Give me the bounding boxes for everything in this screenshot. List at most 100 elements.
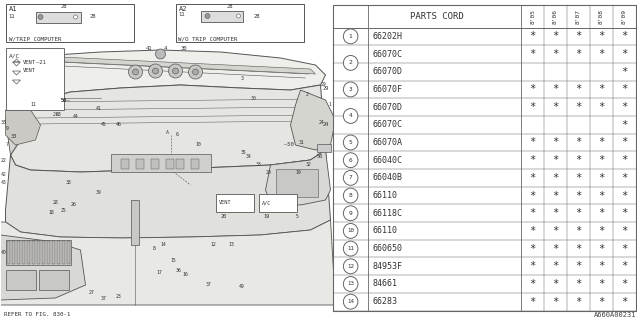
Bar bbox=[12, 241, 15, 264]
Text: 13: 13 bbox=[228, 243, 234, 247]
Text: 24: 24 bbox=[323, 123, 329, 127]
Text: *: * bbox=[575, 297, 582, 307]
Text: 66040B: 66040B bbox=[373, 173, 403, 182]
Circle shape bbox=[189, 65, 202, 79]
Bar bbox=[136, 159, 143, 169]
Text: *: * bbox=[529, 49, 536, 59]
Text: *: * bbox=[575, 208, 582, 218]
Text: *: * bbox=[552, 49, 559, 59]
Text: 66070D: 66070D bbox=[373, 67, 403, 76]
Bar bbox=[42, 241, 45, 264]
Text: *: * bbox=[621, 49, 628, 59]
Text: 20: 20 bbox=[221, 214, 227, 220]
Bar bbox=[31, 241, 35, 264]
Text: *: * bbox=[552, 138, 559, 148]
Text: *: * bbox=[598, 297, 605, 307]
Text: 66070A: 66070A bbox=[373, 138, 403, 147]
Text: 84953F: 84953F bbox=[373, 262, 403, 271]
Bar bbox=[111, 154, 211, 172]
Text: *: * bbox=[598, 31, 605, 41]
Bar bbox=[275, 169, 317, 197]
Circle shape bbox=[148, 64, 163, 78]
Text: *: * bbox=[552, 261, 559, 271]
Circle shape bbox=[237, 14, 241, 18]
Circle shape bbox=[193, 69, 198, 75]
Polygon shape bbox=[1, 235, 86, 300]
Text: *: * bbox=[529, 208, 536, 218]
Text: VENT: VENT bbox=[22, 60, 35, 65]
Text: 66110: 66110 bbox=[373, 227, 398, 236]
Text: 38: 38 bbox=[65, 180, 71, 185]
Text: *: * bbox=[575, 138, 582, 148]
Circle shape bbox=[173, 68, 179, 74]
Text: A/C: A/C bbox=[262, 201, 271, 205]
Circle shape bbox=[343, 276, 358, 292]
Circle shape bbox=[343, 171, 358, 185]
Text: 3: 3 bbox=[241, 76, 243, 81]
Text: *: * bbox=[598, 279, 605, 289]
Polygon shape bbox=[61, 57, 316, 74]
Bar bbox=[47, 241, 49, 264]
Text: *: * bbox=[621, 120, 628, 130]
Text: 12: 12 bbox=[347, 264, 354, 269]
Bar bbox=[216, 194, 253, 212]
Text: A1: A1 bbox=[8, 6, 17, 12]
Circle shape bbox=[129, 65, 143, 79]
Text: 42: 42 bbox=[1, 172, 6, 178]
Bar bbox=[35, 12, 81, 23]
Circle shape bbox=[343, 108, 358, 124]
Text: *: * bbox=[575, 102, 582, 112]
Circle shape bbox=[343, 223, 358, 238]
Text: *: * bbox=[575, 279, 582, 289]
Circle shape bbox=[168, 64, 182, 78]
Text: *: * bbox=[598, 208, 605, 218]
Text: *: * bbox=[575, 190, 582, 201]
Text: 30: 30 bbox=[10, 134, 17, 140]
Text: 8: 8 bbox=[349, 193, 353, 198]
Text: *: * bbox=[621, 208, 628, 218]
Text: 3: 3 bbox=[349, 87, 353, 92]
Text: *: * bbox=[575, 226, 582, 236]
Text: 7: 7 bbox=[349, 175, 353, 180]
Text: *: * bbox=[529, 190, 536, 201]
Circle shape bbox=[156, 49, 166, 59]
Text: 5: 5 bbox=[349, 140, 353, 145]
Bar bbox=[6, 270, 35, 290]
Text: 28: 28 bbox=[227, 4, 233, 10]
Bar bbox=[56, 241, 60, 264]
Text: 29: 29 bbox=[323, 85, 329, 91]
Bar bbox=[6, 4, 134, 42]
Text: 30: 30 bbox=[1, 119, 7, 124]
Text: *: * bbox=[529, 297, 536, 307]
Text: 21: 21 bbox=[52, 113, 58, 117]
Text: 8'09: 8'09 bbox=[622, 9, 627, 24]
Text: *: * bbox=[598, 102, 605, 112]
Text: 37: 37 bbox=[100, 295, 106, 300]
Text: 660650: 660650 bbox=[373, 244, 403, 253]
Circle shape bbox=[343, 29, 358, 44]
Text: *: * bbox=[529, 102, 536, 112]
Text: W/O TRIP COMPUTER: W/O TRIP COMPUTER bbox=[179, 36, 238, 42]
Text: *: * bbox=[598, 155, 605, 165]
Text: 40: 40 bbox=[1, 250, 6, 254]
Text: 26: 26 bbox=[70, 203, 76, 207]
Bar bbox=[61, 241, 65, 264]
Text: *: * bbox=[621, 155, 628, 165]
Bar bbox=[22, 241, 24, 264]
Text: 8'07: 8'07 bbox=[576, 9, 581, 24]
Text: *: * bbox=[552, 279, 559, 289]
Text: *: * bbox=[529, 31, 536, 41]
Text: *: * bbox=[529, 84, 536, 94]
Text: 28: 28 bbox=[52, 199, 58, 204]
Text: *: * bbox=[621, 297, 628, 307]
Text: 8'06: 8'06 bbox=[553, 9, 558, 24]
Text: 50: 50 bbox=[61, 98, 67, 102]
Text: REFER TO FIG. 830-1: REFER TO FIG. 830-1 bbox=[3, 311, 70, 316]
Text: 14: 14 bbox=[347, 299, 354, 304]
Text: 44: 44 bbox=[72, 115, 78, 119]
Text: *: * bbox=[552, 31, 559, 41]
Text: A: A bbox=[166, 131, 168, 135]
Text: 30: 30 bbox=[180, 46, 187, 52]
Circle shape bbox=[343, 259, 358, 274]
Text: 14: 14 bbox=[161, 243, 166, 247]
